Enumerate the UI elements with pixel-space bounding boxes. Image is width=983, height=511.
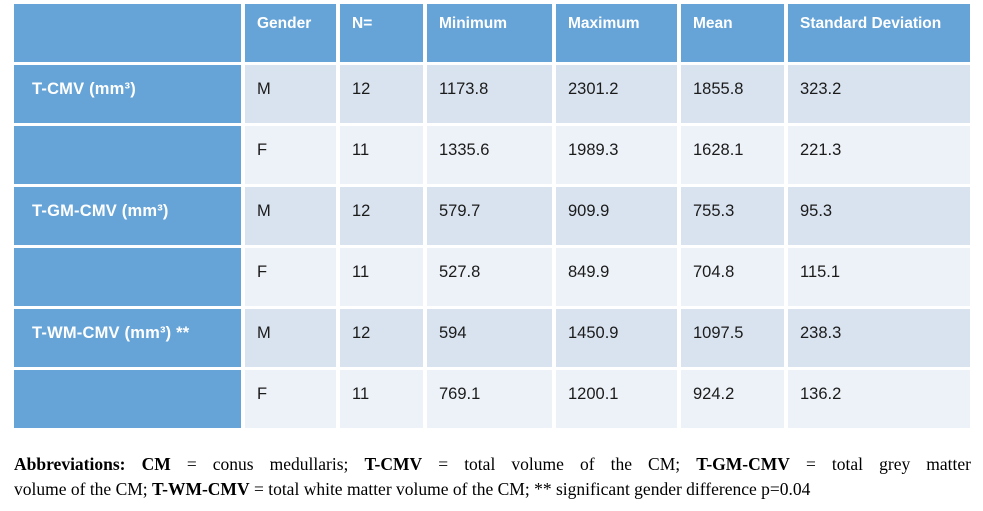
footnote-line-2: volume of the CM; T-WM-CMV = total white… <box>14 479 811 499</box>
table-row-twmcmv-m: T-WM-CMV (mm³) ** M 12 594 1450.9 1097.5… <box>14 309 970 367</box>
header-minimum: Minimum <box>427 4 552 62</box>
header-standard-deviation: Standard Deviation <box>788 4 970 62</box>
table-row-twmcmv-f: F 11 769.1 1200.1 924.2 136.2 <box>14 370 970 428</box>
cell-mean: 924.2 <box>681 370 784 428</box>
cell-maximum: 1450.9 <box>556 309 677 367</box>
volume-statistics-table-wrap: Gender N= Minimum Maximum Mean Standard … <box>10 1 974 431</box>
cell-sd: 115.1 <box>788 248 970 306</box>
row-label-tcmv: T-CMV (mm³) <box>14 65 241 123</box>
table-row-tcmv-m: T-CMV (mm³) M 12 1173.8 2301.2 1855.8 32… <box>14 65 970 123</box>
cell-minimum: 594 <box>427 309 552 367</box>
cell-maximum: 1200.1 <box>556 370 677 428</box>
cell-sd: 136.2 <box>788 370 970 428</box>
cell-sd: 238.3 <box>788 309 970 367</box>
cell-sd: 323.2 <box>788 65 970 123</box>
header-row-label <box>14 4 241 62</box>
table-row-tgmcmv-m: T-GM-CMV (mm³) M 12 579.7 909.9 755.3 95… <box>14 187 970 245</box>
cell-maximum: 2301.2 <box>556 65 677 123</box>
cell-n: 11 <box>340 126 423 184</box>
cell-gender: F <box>245 370 336 428</box>
cell-gender: M <box>245 187 336 245</box>
abbreviations-footnote: Abbreviations: CM = conus medullaris; T-… <box>14 452 971 502</box>
cell-minimum: 1335.6 <box>427 126 552 184</box>
row-label-twmcmv: T-WM-CMV (mm³) ** <box>14 309 241 367</box>
cell-n: 11 <box>340 248 423 306</box>
header-maximum: Maximum <box>556 4 677 62</box>
cell-n: 11 <box>340 370 423 428</box>
cell-n: 12 <box>340 65 423 123</box>
footnote-line-1: Abbreviations: CM = conus medullaris; T-… <box>14 454 971 474</box>
cell-maximum: 1989.3 <box>556 126 677 184</box>
cell-gender: F <box>245 248 336 306</box>
cell-gender: F <box>245 126 336 184</box>
cell-maximum: 909.9 <box>556 187 677 245</box>
volume-statistics-table: Gender N= Minimum Maximum Mean Standard … <box>10 1 974 431</box>
cell-mean: 1628.1 <box>681 126 784 184</box>
cell-minimum: 769.1 <box>427 370 552 428</box>
header-gender: Gender <box>245 4 336 62</box>
table-header-row: Gender N= Minimum Maximum Mean Standard … <box>14 4 970 62</box>
cell-mean: 1097.5 <box>681 309 784 367</box>
header-mean: Mean <box>681 4 784 62</box>
table-row-tgmcmv-f: F 11 527.8 849.9 704.8 115.1 <box>14 248 970 306</box>
cell-maximum: 849.9 <box>556 248 677 306</box>
cell-sd: 95.3 <box>788 187 970 245</box>
cell-minimum: 527.8 <box>427 248 552 306</box>
header-n: N= <box>340 4 423 62</box>
cell-mean: 704.8 <box>681 248 784 306</box>
row-label-empty <box>14 248 241 306</box>
cell-sd: 221.3 <box>788 126 970 184</box>
table-row-tcmv-f: F 11 1335.6 1989.3 1628.1 221.3 <box>14 126 970 184</box>
cell-mean: 755.3 <box>681 187 784 245</box>
row-label-empty <box>14 126 241 184</box>
cell-gender: M <box>245 309 336 367</box>
row-label-empty <box>14 370 241 428</box>
cell-mean: 1855.8 <box>681 65 784 123</box>
cell-gender: M <box>245 65 336 123</box>
cell-minimum: 1173.8 <box>427 65 552 123</box>
row-label-tgmcmv: T-GM-CMV (mm³) <box>14 187 241 245</box>
cell-n: 12 <box>340 309 423 367</box>
cell-n: 12 <box>340 187 423 245</box>
cell-minimum: 579.7 <box>427 187 552 245</box>
